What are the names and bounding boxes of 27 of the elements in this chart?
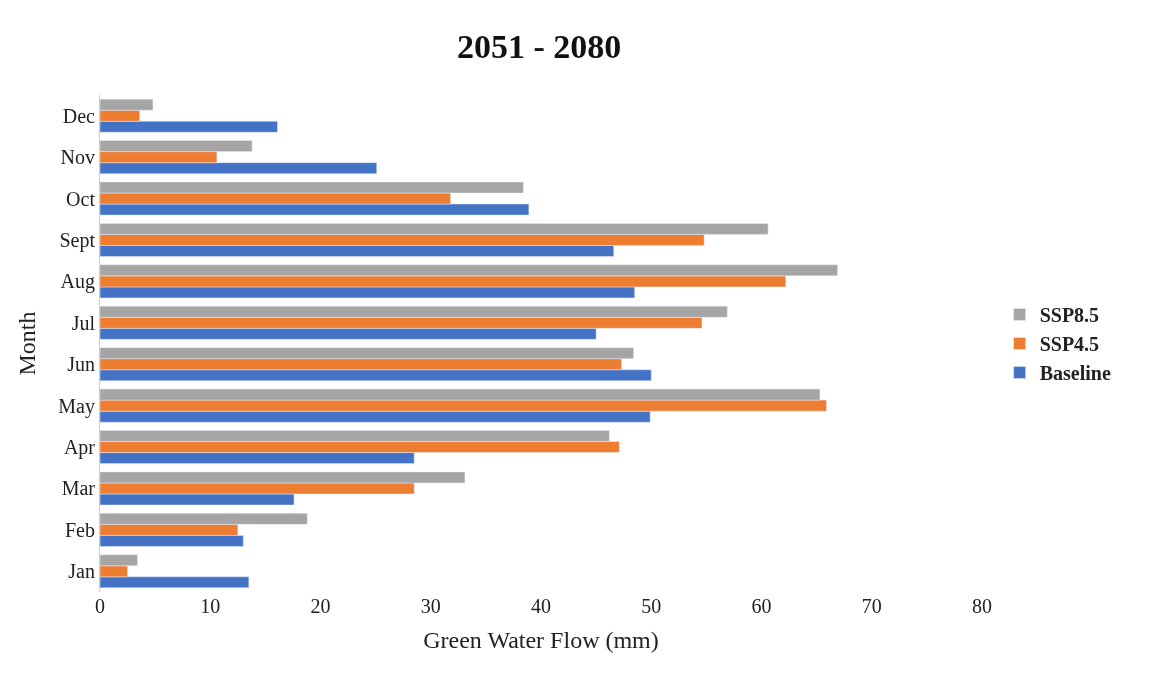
x-tick-label: 70 [861, 595, 882, 617]
x-tick-label: 30 [420, 595, 441, 617]
y-tick-label: Dec [62, 104, 96, 127]
legend-label: SSP4.5 [1039, 333, 1100, 356]
y-tick-label: Oct [66, 187, 96, 210]
y-tick-label: Apr [63, 436, 96, 460]
x-tick-label: 40 [531, 595, 551, 617]
y-tick-label: Feb [65, 518, 95, 541]
y-tick-label: Nov [60, 146, 95, 169]
y-tick-label: Jul [71, 311, 96, 334]
y-tick-label: Sept [59, 228, 96, 252]
x-tick-label: 80 [972, 595, 992, 617]
y-tick-label: Jun [67, 353, 95, 376]
x-tick-label: 10 [200, 595, 221, 617]
x-axis-title: Green Water Flow (mm) [423, 627, 659, 654]
y-tick-label: Jan [68, 560, 95, 583]
x-tick-label: 0 [95, 595, 105, 617]
legend-label: SSP8.5 [1039, 304, 1100, 327]
y-tick-label: Aug [60, 270, 95, 294]
legend-label: Baseline [1039, 362, 1111, 385]
x-tick-label: 20 [310, 595, 331, 617]
x-tick-label: 60 [751, 595, 772, 617]
y-axis-title: Month [14, 311, 41, 376]
y-tick-label: Mar [61, 477, 96, 500]
x-tick-label: 50 [641, 595, 662, 617]
chart-title: 2051 - 2080 [456, 27, 622, 65]
y-tick-label: May [58, 394, 95, 418]
